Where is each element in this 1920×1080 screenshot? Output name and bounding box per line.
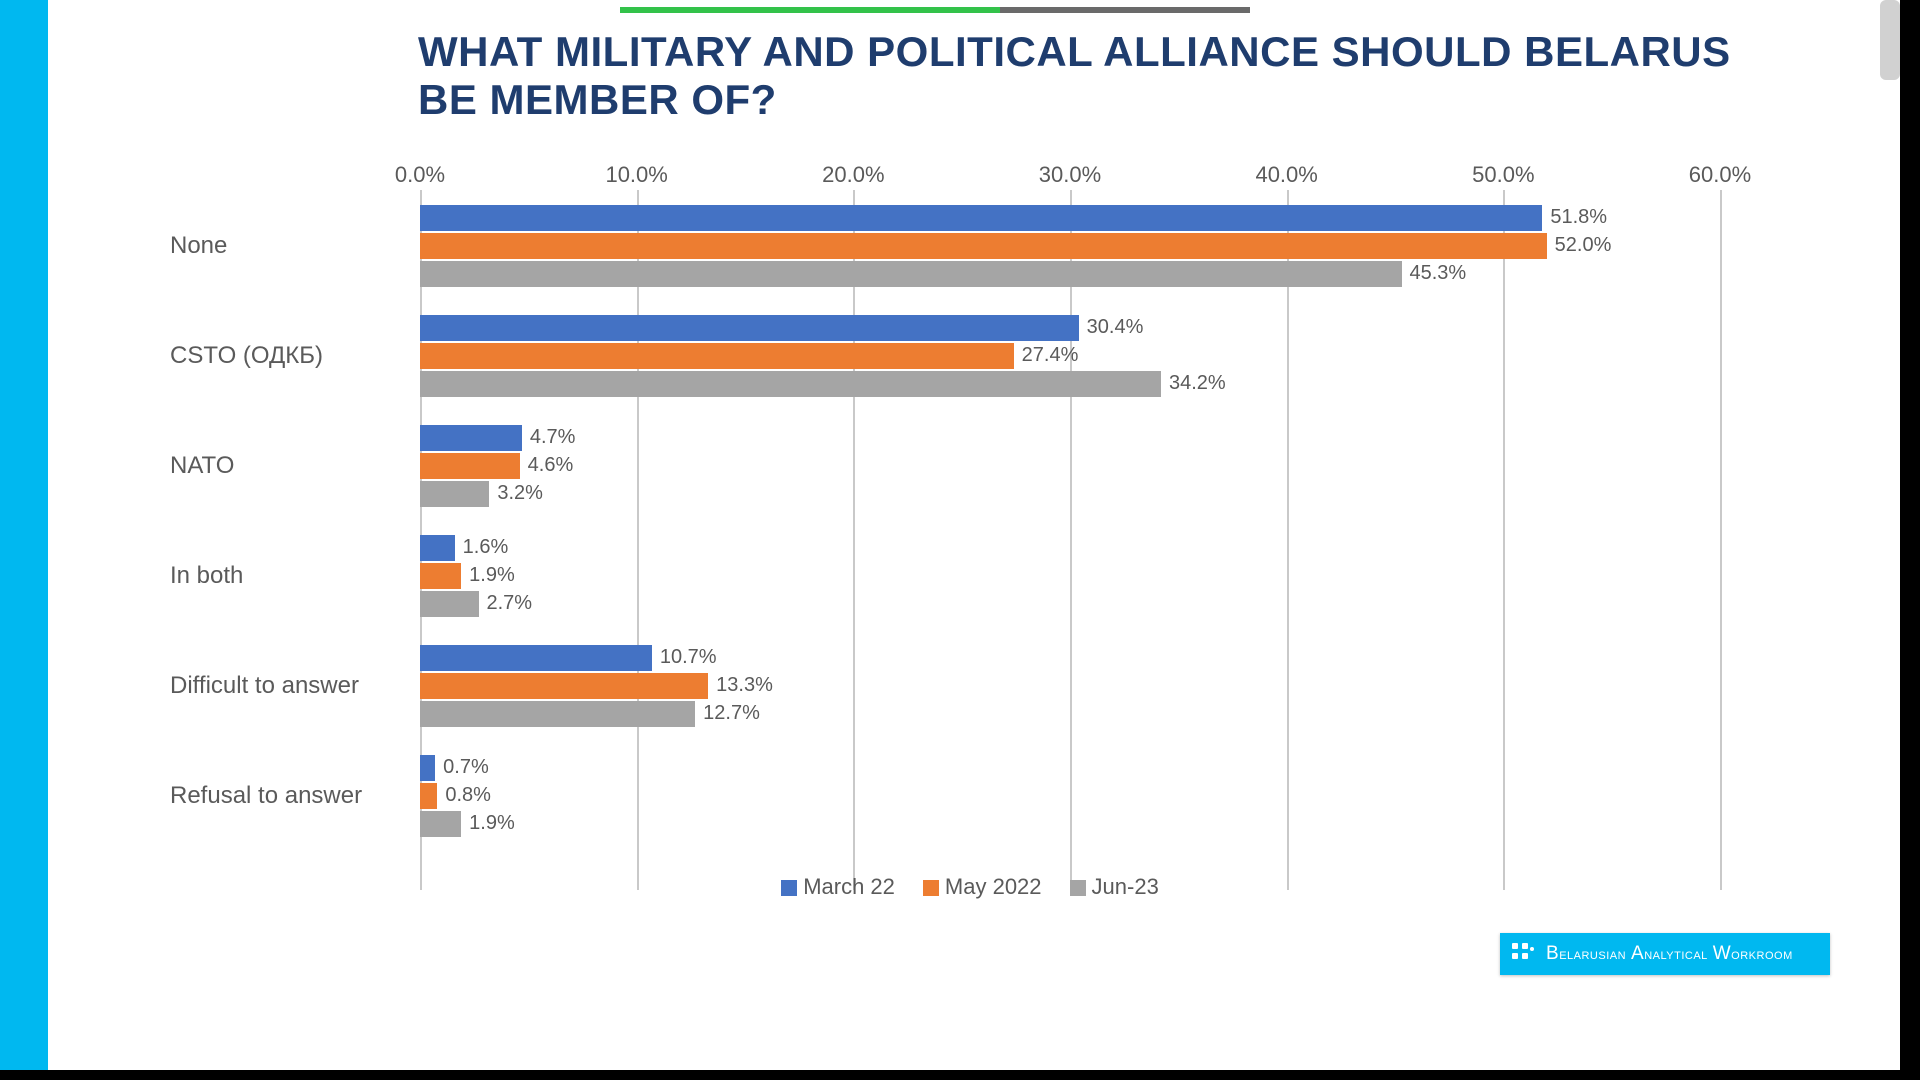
chart-gridline [853,190,855,890]
legend-label: May 2022 [945,874,1042,899]
chart-bar-value-label: 2.7% [487,592,533,615]
chart-bar [420,261,1402,287]
chart-bar-value-label: 0.8% [445,784,491,807]
chart-legend: March 22 May 2022 Jun-23 [170,874,1770,900]
legend-swatch-icon [781,880,797,896]
chart-bar [420,755,435,781]
chart-bar-value-label: 1.9% [469,564,515,587]
chart-bar [420,343,1014,369]
chart-bar-value-label: 4.7% [530,426,576,449]
chart-gridline [1503,190,1505,890]
chart-bar-value-label: 45.3% [1410,262,1467,285]
brand-text: Belarusian Analytical Workroom [1546,943,1793,965]
legend-label: Jun-23 [1092,874,1159,899]
alliance-bar-chart: 0.0% 10.0% 20.0% 30.0% 40.0% 50.0% 60.0% 51.8% 5… [170,150,1770,890]
legend-swatch-icon [923,880,939,896]
chart-bar-value-label: 0.7% [443,756,489,779]
chart-bar [420,591,479,617]
chart-plot-area: 0.0%10.0%20.0%30.0%40.0%50.0%60.0%51.8%5… [420,190,1720,890]
chart-bar-value-label: 10.7% [660,646,717,669]
chart-bar [420,535,455,561]
chart-gridline [1720,190,1722,890]
slide-body: WHAT MILITARY AND POLITICAL ALLIANCE SHO… [0,0,1900,1070]
chart-bar-value-label: 34.2% [1169,372,1226,395]
chart-gridline [1287,190,1289,890]
chart-bar-value-label: 4.6% [528,454,574,477]
chart-bar [420,481,489,507]
chart-bar [420,453,520,479]
chart-x-axis-label: 10.0% [605,162,667,188]
chart-bar [420,563,461,589]
chart-gridline [637,190,639,890]
chart-bar-value-label: 27.4% [1022,344,1079,367]
chart-bar [420,701,695,727]
chart-category-label: CSTO (ОДКБ) [170,342,410,370]
chart-bar-value-label: 1.9% [469,812,515,835]
brand-badge: Belarusian Analytical Workroom [1500,933,1830,975]
chart-bar [420,783,437,809]
chart-x-axis-label: 20.0% [822,162,884,188]
chart-bar [420,673,708,699]
chart-bar-value-label: 3.2% [497,482,543,505]
left-accent-stripe [0,0,48,1070]
chart-x-axis-label: 40.0% [1255,162,1317,188]
chart-bar [420,205,1542,231]
legend-item: May 2022 [923,874,1042,900]
chart-bar-value-label: 52.0% [1555,234,1612,257]
chart-x-axis-label: 0.0% [395,162,445,188]
slide-title: WHAT MILITARY AND POLITICAL ALLIANCE SHO… [418,28,1758,125]
legend-label: March 22 [803,874,895,899]
legend-swatch-icon [1070,880,1086,896]
chart-bar-value-label: 13.3% [716,674,773,697]
chart-gridline [1070,190,1072,890]
top-progress-strip [620,0,1250,6]
chart-x-axis-label: 50.0% [1472,162,1534,188]
chart-category-label: In both [170,562,410,590]
chart-bar-value-label: 51.8% [1550,206,1607,229]
legend-item: March 22 [781,874,895,900]
chart-category-label: None [170,232,410,260]
chart-category-label: Refusal to answer [170,782,410,810]
chart-category-label: Difficult to answer [170,672,410,700]
chart-bar-value-label: 1.6% [463,536,509,559]
chart-x-axis-label: 60.0% [1689,162,1751,188]
chart-bar [420,315,1079,341]
chart-x-axis-label: 30.0% [1039,162,1101,188]
chart-bar-value-label: 30.4% [1087,316,1144,339]
chart-bar [420,425,522,451]
chart-bar-value-label: 12.7% [703,702,760,725]
chart-category-label: NATO [170,452,410,480]
chart-bar [420,645,652,671]
chart-bar [420,811,461,837]
scrollbar-thumb[interactable] [1880,0,1900,80]
chart-bar [420,233,1547,259]
chart-bar [420,371,1161,397]
brand-logo-icon [1510,941,1536,967]
legend-item: Jun-23 [1070,874,1159,900]
